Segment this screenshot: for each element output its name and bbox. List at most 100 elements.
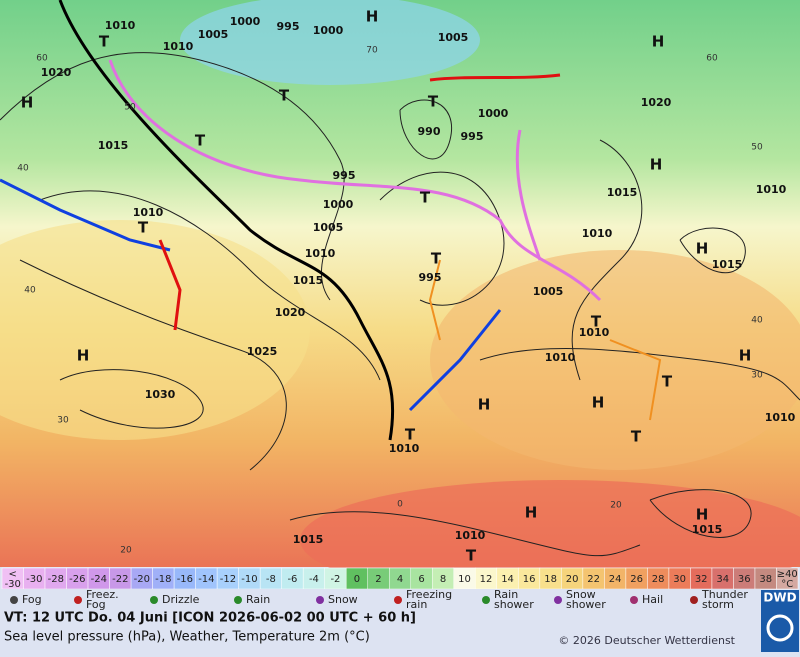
scale-label: 34 [716,574,729,585]
grid-label: 50 [124,103,136,113]
description: Sea level pressure (hPa), Weather, Tempe… [4,630,370,645]
pressure-label: 1015 [98,139,129,152]
grid-label: 30 [57,416,69,426]
legend-label: Freezing rain [406,588,452,611]
pressure-center: T [466,547,477,565]
pressure-center: H [366,8,379,26]
legend-label: Fog [22,593,42,606]
pressure-center: T [431,250,442,268]
grid-label: 20 [610,501,622,511]
scale-label: 6 [418,574,424,585]
pressure-center: T [631,428,642,446]
scale-label: 4 [397,574,403,585]
pressure-center: T [420,189,431,207]
scale-label: ≥40 °C [777,569,798,590]
pressure-label: 1010 [765,411,796,424]
warm-area [0,220,310,440]
pressure-label: 1015 [293,274,324,287]
cold-area [180,0,480,85]
trough [428,259,441,341]
pressure-label: 1030 [145,388,176,401]
scale-label: -16 [177,574,193,585]
pressure-label: 1005 [533,285,564,298]
scale-label: -18 [155,574,171,585]
pressure-label: 1000 [313,24,344,37]
scale-cell [776,567,799,590]
legend-label: Rain shower [494,588,534,611]
scale-label: 18 [544,574,557,585]
scale-label: 8 [440,574,446,585]
scale-label: -6 [287,574,297,585]
legend-label: Drizzle [162,593,200,606]
legend-label: Freez. Fog [86,588,119,611]
cold-front [408,309,502,412]
grid-label: 40 [17,164,29,174]
pressure-label: 1005 [438,31,469,44]
pressure-center: T [195,132,206,150]
isobars [0,52,800,557]
legend-background [0,589,760,612]
grid-label: 40 [24,286,36,296]
pressure-label: 1000 [323,198,354,211]
pressure-label: 1010 [455,529,486,542]
legend-label: Thunder storm [701,588,748,611]
legend-icon [150,596,158,604]
scale-label: 32 [695,574,708,585]
pressure-center: T [662,373,673,391]
pressure-label: 1020 [275,306,306,319]
pressure-label: 1000 [478,107,509,120]
pressure-label: 1015 [607,186,638,199]
pressure-label: 1010 [545,351,576,364]
scale-label: 2 [375,574,381,585]
occlusion [515,129,542,261]
scale-label: 30 [673,574,686,585]
trough [609,339,662,421]
grid-label: 70 [366,46,378,56]
warm-area [430,250,800,470]
scale-label: 38 [759,574,772,585]
warm-front [429,73,561,82]
scale-label: -22 [112,574,128,585]
scale-label: -24 [91,574,107,585]
scale-label: 26 [630,574,643,585]
scale-label: 36 [738,574,751,585]
weather-legend: Fog Freez. Fog Drizzle Rain Snow Freezing rain R… [0,588,760,612]
scale-label: 24 [609,574,622,585]
pressure-center: T [428,93,439,111]
pressure-label: 1000 [230,15,261,28]
pressure-label: 1010 [582,227,613,240]
pressure-center: T [591,313,602,331]
grid-label: 60 [36,54,48,64]
pressure-label: 995 [333,169,356,182]
isobar-1015 [58,0,395,441]
pressure-label: 1005 [313,221,344,234]
pressure-label: 995 [419,271,442,284]
pressure-label: 1010 [163,40,194,53]
scale-label: 22 [587,574,600,585]
scale-label: 16 [523,574,536,585]
grid-label: 50 [751,143,763,153]
scale-label: -28 [48,574,64,585]
pressure-label: 1010 [579,326,610,339]
legend-icon [74,596,82,604]
pressure-center: T [279,87,290,105]
pressure-center: H [21,94,34,112]
warm-front [158,239,182,331]
pressure-label: 1010 [756,183,787,196]
pressure-label: 1005 [198,28,229,41]
pressure-label: 1015 [712,258,743,271]
scale-label: 12 [480,574,493,585]
grid-label: 40 [751,316,763,326]
pressure-label: 1020 [41,66,72,79]
pressure-center: H [696,506,709,524]
scale-label: 0 [354,574,360,585]
pressure-label: 1010 [305,247,336,260]
scale-label: 10 [458,574,471,585]
scale-label: -12 [220,574,236,585]
logo-swirl [766,614,794,642]
scale-label: -2 [330,574,340,585]
pressure-center: H [592,394,605,412]
footer-background [0,612,800,653]
